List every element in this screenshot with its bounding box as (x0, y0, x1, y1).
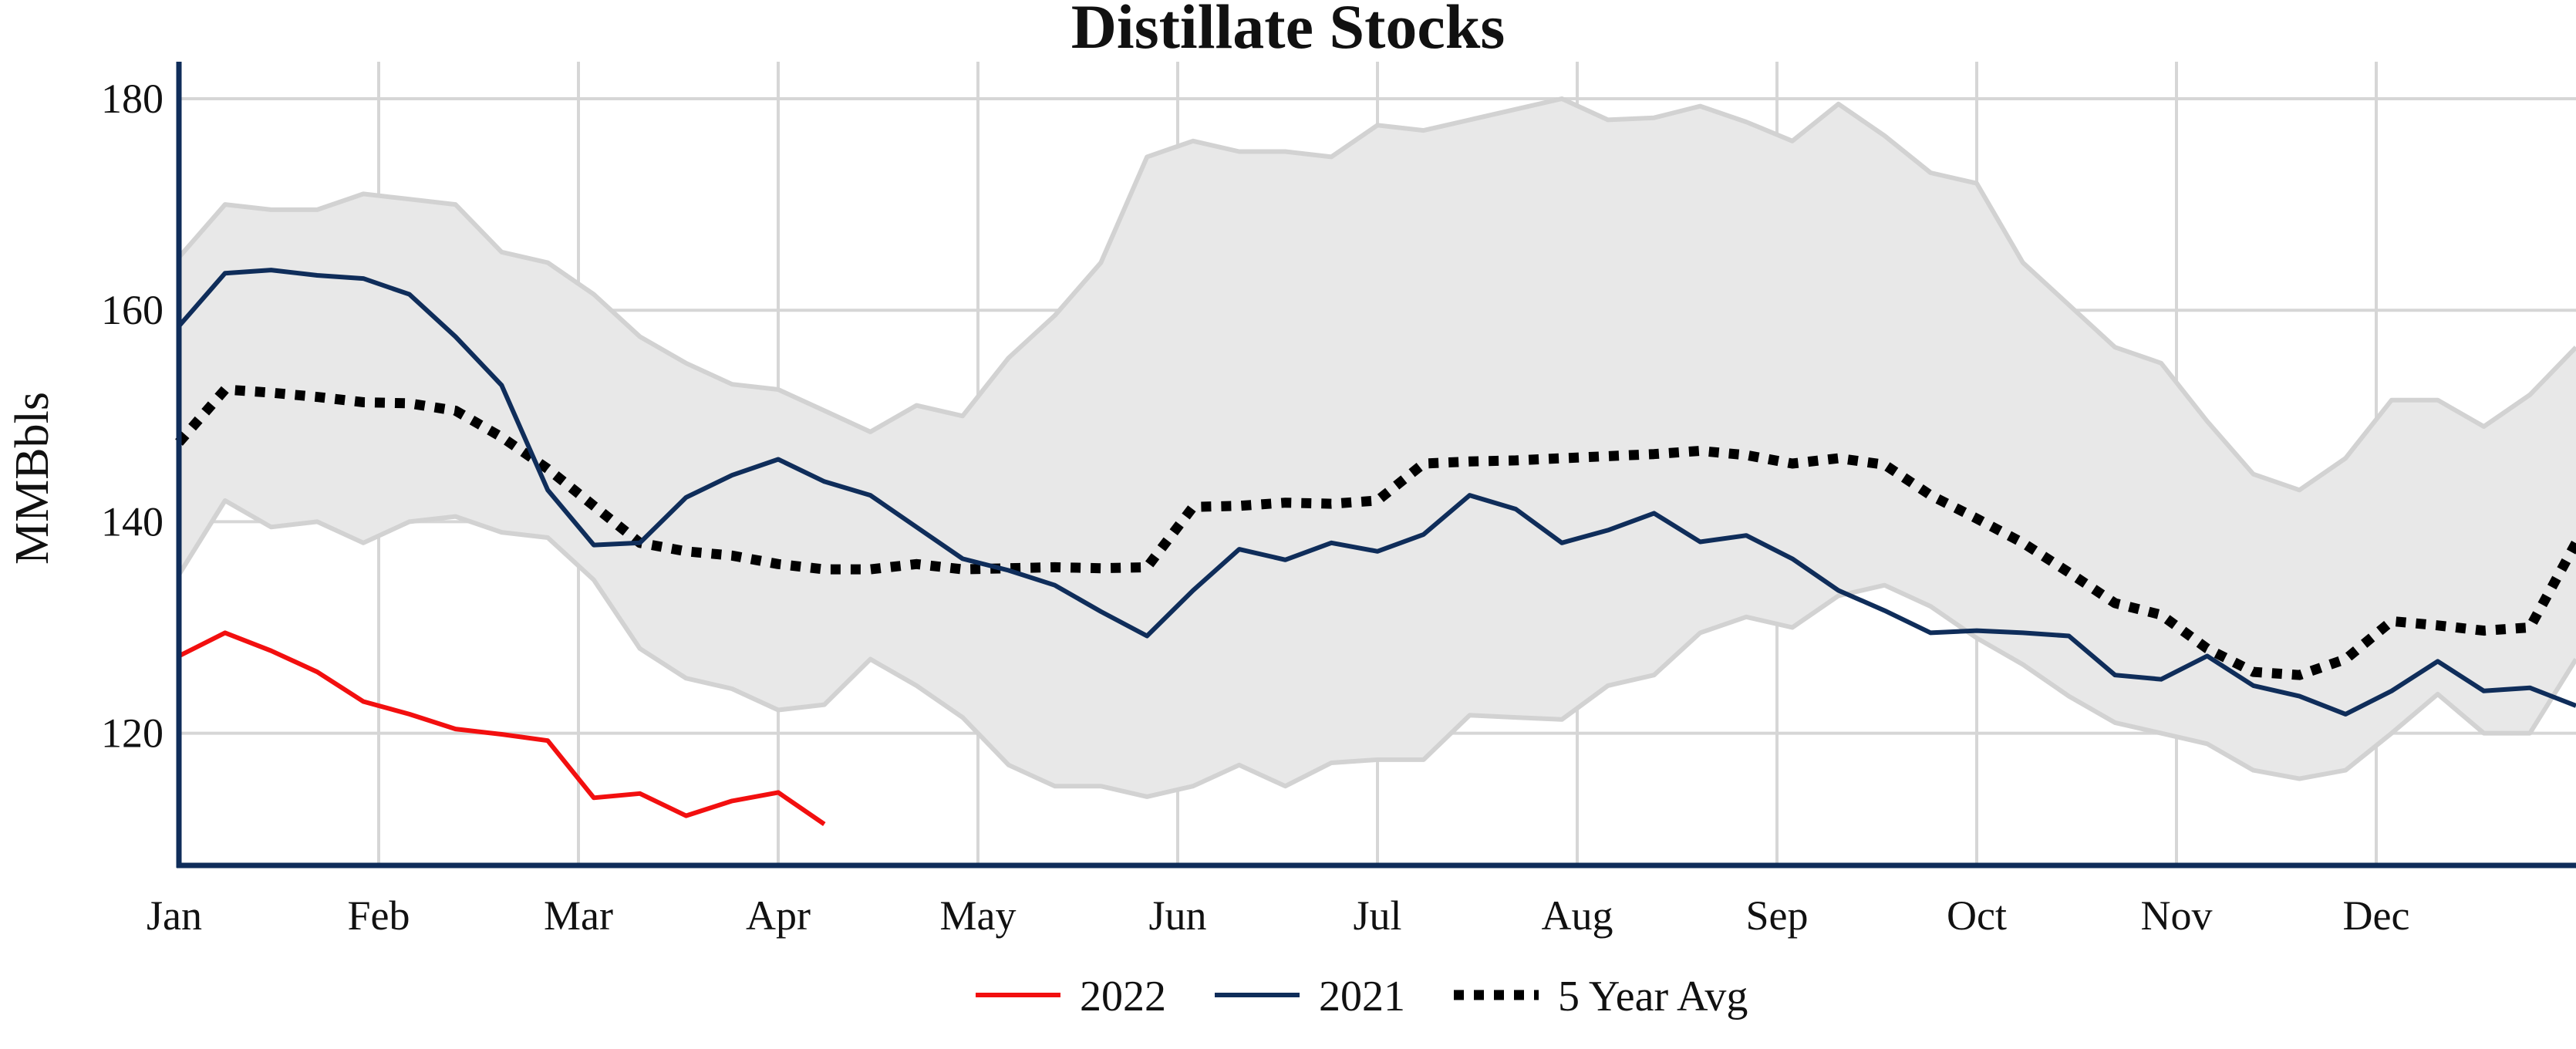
range-band-area (179, 99, 2576, 797)
chart-title: Distillate Stocks (1071, 0, 1505, 62)
series-lines (175, 268, 2576, 826)
legend-label-2021: 2021 (1319, 973, 1405, 1020)
x-tick-label-aug: Aug (1542, 892, 1613, 939)
y-tick-label-180: 180 (101, 76, 164, 122)
axes (176, 62, 2576, 869)
series-line-2022 (177, 630, 826, 826)
x-tick-label-feb: Feb (348, 892, 410, 939)
series-line-5-year-avg (175, 384, 2576, 680)
legend-label-2022: 2022 (1080, 973, 1166, 1020)
x-tick-label-apr: Apr (746, 892, 811, 939)
y-tick-label-120: 120 (101, 710, 164, 757)
range-band-lower-edge (177, 498, 2576, 799)
x-tick-label-jan: Jan (147, 892, 202, 939)
x-tick-label-mar: Mar (544, 892, 613, 939)
x-tick-label-jul: Jul (1353, 892, 1401, 939)
x-tick-label-may: May (940, 892, 1017, 939)
x-tick-label-nov: Nov (2141, 892, 2213, 939)
tick-labels: 120 140 160 180 Jan Feb Mar Apr May Jun Jul Aug Sep O… (101, 76, 2409, 939)
legend: 2022 2021 5 Year Avg (976, 973, 1748, 1020)
x-tick-label-sep: Sep (1746, 892, 1809, 939)
y-tick-label-160: 160 (101, 287, 164, 333)
y-tick-label-140: 140 (101, 498, 164, 545)
x-tick-label-oct: Oct (1947, 892, 2007, 939)
x-tick-label-jun: Jun (1148, 892, 1206, 939)
range-band-upper-edge (177, 96, 2576, 493)
legend-label-5-year-avg: 5 Year Avg (1558, 973, 1748, 1020)
x-tick-label-dec: Dec (2343, 892, 2410, 939)
five-year-range-band (177, 96, 2576, 799)
series-line-2021 (177, 268, 2576, 717)
y-axis-label: MMBbls (6, 392, 59, 565)
